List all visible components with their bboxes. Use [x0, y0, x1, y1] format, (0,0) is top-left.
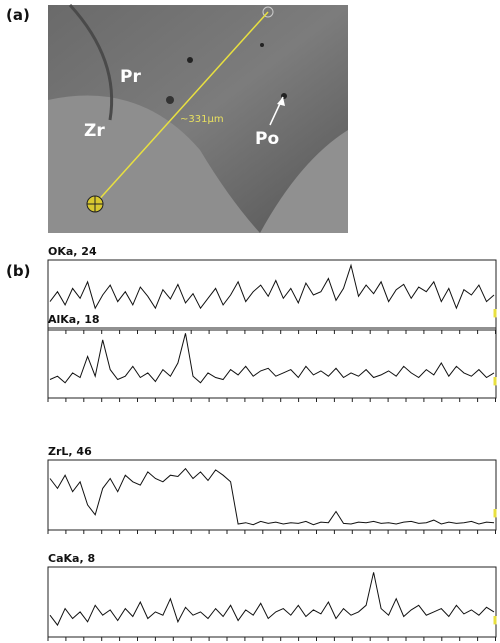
- trace-label: AlKa, 18: [48, 313, 100, 326]
- trace-line: [49, 263, 495, 310]
- trace-label: CaKa, 8: [48, 552, 95, 565]
- trace-box: [47, 327, 497, 399]
- trace-box: [47, 459, 497, 531]
- trace-line: [49, 572, 495, 627]
- trace-label: OKa, 24: [48, 245, 97, 258]
- region-label: Zr: [84, 121, 105, 141]
- panel-label: (a): [6, 6, 30, 24]
- region-label: Pr: [120, 67, 141, 87]
- trace-box: [47, 259, 497, 331]
- scale-label: ~331µm: [180, 114, 224, 125]
- trace-box: [47, 566, 497, 638]
- region-label: Po: [255, 129, 279, 149]
- panel-label: (b): [6, 262, 30, 280]
- trace-line: [49, 467, 495, 526]
- trace-line: [49, 333, 495, 384]
- trace-label: ZrL, 46: [48, 445, 92, 458]
- sem-image: [48, 3, 348, 233]
